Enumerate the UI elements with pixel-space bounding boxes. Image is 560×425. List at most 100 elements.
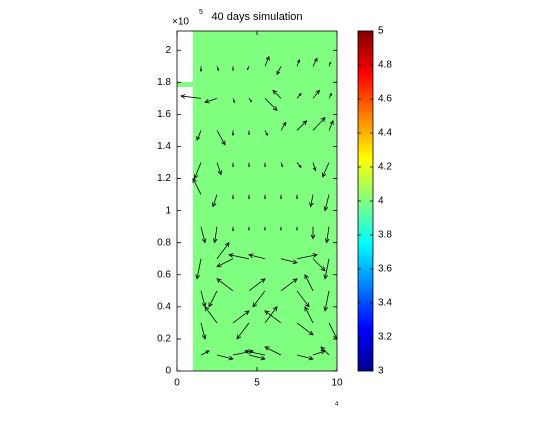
arrow	[232, 310, 250, 324]
arrow	[296, 354, 314, 361]
colorbar-tick-label: 4.6	[378, 94, 392, 105]
arrow	[296, 162, 302, 168]
arrow	[247, 66, 250, 71]
arrow	[231, 162, 235, 168]
arrow	[247, 194, 251, 200]
arrow	[296, 290, 310, 308]
arrow	[264, 226, 266, 231]
arrow	[304, 274, 314, 291]
arrow	[280, 226, 282, 231]
y-exponent: 5	[199, 9, 203, 16]
arrow	[248, 253, 266, 260]
colorbar-tick-label: 4	[378, 196, 384, 207]
arrow	[296, 59, 301, 67]
y-tick-label: 1	[165, 205, 171, 216]
arrow	[216, 354, 234, 361]
arrow	[320, 346, 330, 356]
field	[193, 31, 337, 371]
arrow	[212, 226, 218, 244]
arrow	[328, 120, 334, 131]
y-tick-label: 1.4	[157, 141, 171, 152]
y-tick-label: 0.6	[157, 269, 171, 280]
arrow	[216, 278, 234, 292]
arrow	[232, 98, 236, 104]
y-tick-label: 0.8	[157, 237, 171, 248]
arrow	[192, 177, 202, 195]
arrow	[247, 162, 251, 168]
arrow	[279, 194, 283, 200]
arrow	[204, 306, 218, 324]
arrow	[323, 194, 330, 212]
y-tick-label: 0.4	[157, 301, 171, 312]
arrow	[216, 162, 223, 176]
arrow	[264, 346, 282, 356]
y-tick-label: 0	[165, 366, 171, 377]
colorbar-tick-label: 3	[378, 366, 384, 377]
colorbar-tick-label: 3.8	[378, 230, 392, 241]
arrow	[231, 194, 235, 200]
arrow	[216, 242, 230, 259]
arrow	[264, 55, 270, 67]
arrow	[195, 258, 202, 280]
arrow	[263, 162, 267, 168]
arrow	[200, 322, 207, 340]
arrow	[200, 350, 210, 356]
arrow	[248, 354, 266, 361]
arrow	[264, 310, 282, 324]
y-tick-label: 2	[165, 45, 171, 56]
arrow	[276, 66, 282, 76]
arrow	[280, 121, 287, 131]
colorbar-tick-label: 3.6	[378, 264, 392, 275]
arrow	[323, 258, 330, 280]
arrow	[200, 226, 207, 244]
chart-title: 40 days simulation	[211, 11, 302, 23]
arrow	[216, 66, 220, 72]
arrow	[324, 226, 330, 244]
colorbar-tick-label: 4.4	[378, 128, 392, 139]
arrow	[312, 89, 320, 99]
arrow	[280, 162, 284, 168]
colorbar-tick-label: 3.2	[378, 332, 392, 343]
arrow	[199, 66, 203, 72]
arrow	[244, 349, 266, 356]
arrow	[312, 162, 317, 172]
arrow	[247, 130, 251, 136]
arrow	[231, 66, 235, 72]
colorbar-tick-label: 4.8	[378, 60, 392, 71]
arrow	[280, 258, 298, 265]
colorbar-tick-label: 4.2	[378, 162, 392, 173]
arrow	[231, 130, 235, 137]
arrow	[252, 290, 266, 308]
arrow	[248, 278, 266, 292]
arrow	[216, 258, 234, 268]
arrow	[264, 98, 278, 111]
y-tick-label: 0.2	[157, 334, 171, 345]
colorbar-tick-label: 3.4	[378, 298, 392, 309]
arrow	[204, 97, 218, 104]
arrow	[328, 92, 332, 99]
y-exponent-base: ×10	[172, 17, 189, 28]
arrow	[295, 194, 299, 200]
arrow	[296, 120, 308, 131]
arrow	[196, 130, 202, 141]
arrow	[310, 226, 316, 240]
arrow	[211, 194, 218, 208]
arrow	[248, 98, 252, 103]
arrow	[236, 322, 250, 340]
arrow	[304, 306, 314, 324]
arrow	[328, 61, 332, 67]
arrow	[180, 94, 202, 99]
x-tick-label: 10	[331, 378, 343, 389]
arrow	[228, 253, 250, 260]
arrow	[296, 322, 314, 336]
arrow	[312, 258, 326, 272]
arrow	[231, 226, 235, 232]
arrow	[208, 290, 218, 308]
arrow	[216, 130, 226, 146]
arrow	[248, 226, 250, 231]
y-tick-label: 1.2	[157, 173, 171, 184]
arrow	[296, 92, 302, 99]
arrow	[296, 226, 298, 231]
field-strip	[177, 82, 193, 87]
